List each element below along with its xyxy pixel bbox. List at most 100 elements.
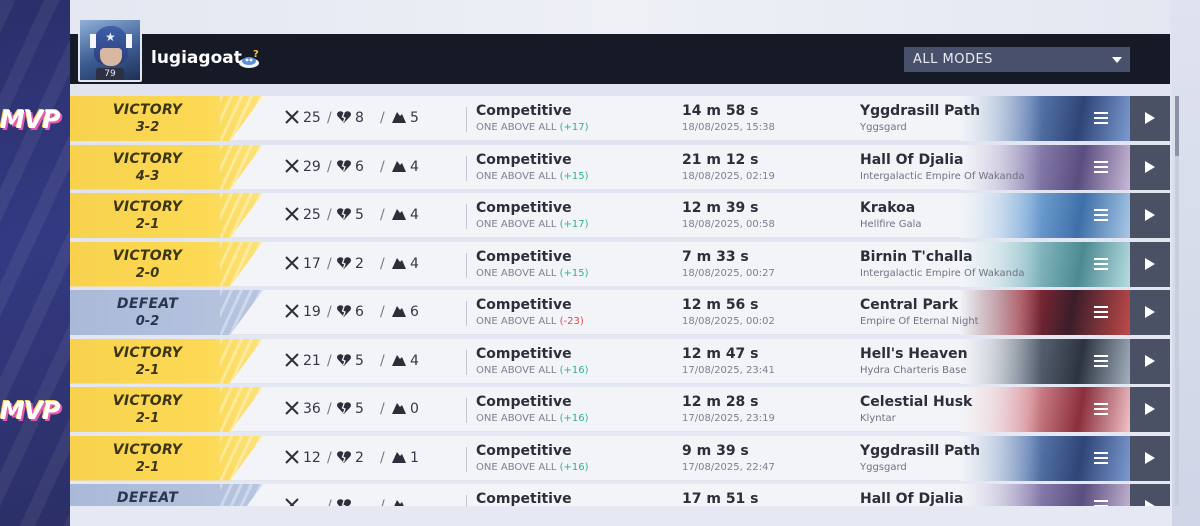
kills-stat: 25: [284, 110, 321, 126]
result-stripe: [220, 193, 263, 238]
rank-name: ONE ABOVE ALL: [476, 316, 557, 327]
kills-value: 19: [303, 304, 321, 320]
kills-stat: 17: [284, 256, 321, 272]
avatar-star-icon: ★: [105, 30, 116, 44]
mode-filter-dropdown[interactable]: ALL MODES: [904, 47, 1130, 72]
match-result-banner: VICTORY 2-1: [70, 435, 263, 481]
rank-info: ONE ABOVE ALL (+16): [476, 365, 588, 376]
stat-separator: /: [327, 207, 332, 223]
rank-info: ONE ABOVE ALL (+17): [476, 122, 588, 133]
play-icon: [1145, 354, 1155, 367]
match-row[interactable]: VICTORY 2-1 25 / 5 / 4 Competitive ONE ABOVE ALL…: [70, 193, 1170, 238]
background-left-stripes: [0, 0, 70, 526]
match-details-menu-icon[interactable]: [1094, 257, 1108, 270]
kills-stat: 25: [284, 207, 321, 223]
match-details-menu-icon[interactable]: [1094, 354, 1108, 367]
deaths-value: 5: [355, 352, 364, 369]
replay-button[interactable]: [1130, 241, 1170, 287]
assists-stat: 4: [391, 353, 419, 369]
match-result: VICTORY: [112, 150, 183, 167]
map-region: Hellfire Gala: [860, 219, 922, 230]
rating-change: (-23): [559, 316, 584, 327]
match-row[interactable]: VICTORY 2-1 36 / 5 / 0 Competitive ONE ABOVE ALL…: [70, 387, 1170, 432]
kills-icon: [284, 304, 303, 320]
match-details-menu-icon[interactable]: [1094, 160, 1108, 173]
result-stripe: [220, 484, 263, 506]
match-history-list[interactable]: VICTORY 3-2 25 / 8 / 5 Competitive ONE ABOVE ALL…: [70, 96, 1170, 506]
stat-separator: /: [327, 110, 332, 126]
column-divider: [466, 252, 467, 278]
result-stripe: [220, 290, 263, 335]
deaths-icon: [336, 304, 355, 320]
deaths-icon: [336, 256, 355, 272]
match-row[interactable]: DEFEAT / / Competitive 17 m 51 s Hall Of Dja…: [70, 484, 1170, 506]
scrollbar-thumb[interactable]: [1175, 96, 1179, 156]
assists-value: 4: [410, 207, 419, 223]
rating-change: (+15): [559, 170, 589, 182]
match-result-banner: VICTORY 3-2: [70, 96, 263, 141]
assists-icon: [391, 450, 410, 466]
match-mode: Competitive: [476, 297, 572, 313]
replay-button[interactable]: [1130, 435, 1170, 481]
assists-stat: 4: [391, 256, 419, 272]
match-result: VICTORY: [112, 199, 183, 215]
map-region: Intergalactic Empire Of Wakanda: [860, 170, 1025, 182]
deaths-icon: [336, 110, 355, 126]
map-region: Yggsgard: [860, 461, 907, 473]
match-result-banner: VICTORY 2-0: [70, 241, 263, 287]
scrollbar[interactable]: [1175, 96, 1179, 506]
rating-change: (+17): [559, 122, 589, 133]
match-row[interactable]: VICTORY 3-2 25 / 8 / 5 Competitive ONE ABOVE ALL…: [70, 96, 1170, 141]
play-icon: [1145, 160, 1155, 173]
kills-icon: [284, 207, 303, 223]
match-result: VICTORY: [112, 344, 183, 361]
match-row[interactable]: DEFEAT 0-2 19 / 6 / 6 Competitive ONE ABOVE ALL …: [70, 290, 1170, 335]
match-details-menu-icon[interactable]: [1094, 500, 1108, 506]
assists-value: 4: [410, 255, 419, 272]
match-row[interactable]: VICTORY 2-1 21 / 5 / 4 Competitive ONE ABOVE ALL…: [70, 338, 1170, 384]
player-avatar[interactable]: ★ 79: [78, 18, 142, 82]
assists-value: 4: [410, 158, 419, 175]
kills-value: 12: [303, 449, 321, 466]
match-result: VICTORY: [112, 393, 183, 409]
column-divider: [466, 495, 467, 506]
play-icon: [1145, 403, 1155, 415]
deaths-stat: 6: [336, 159, 364, 175]
match-result-banner: VICTORY 2-1: [70, 387, 263, 432]
replay-button[interactable]: [1130, 484, 1170, 506]
match-row[interactable]: VICTORY 2-0 17 / 2 / 4 Competitive ONE ABOVE ALL…: [70, 241, 1170, 287]
deaths-icon: [336, 159, 355, 175]
map-name: Hell's Heaven: [860, 345, 968, 362]
match-row[interactable]: VICTORY 4-3 29 / 6 / 4 Competitive ONE ABOVE ALL…: [70, 144, 1170, 190]
replay-button[interactable]: [1130, 338, 1170, 384]
rank-info: ONE ABOVE ALL (+17): [476, 219, 588, 230]
column-divider: [466, 398, 467, 423]
replay-button[interactable]: [1130, 96, 1170, 141]
assists-value: 6: [410, 304, 419, 320]
kills-stat: 19: [284, 304, 321, 320]
match-row[interactable]: VICTORY 2-1 12 / 2 / 1 Competitive ONE ABOVE ALL…: [70, 435, 1170, 481]
stat-separator: /: [327, 304, 332, 320]
column-divider: [466, 349, 467, 375]
match-details-menu-icon[interactable]: [1094, 451, 1108, 464]
background-top: [70, 0, 1170, 34]
match-details-menu-icon[interactable]: [1094, 209, 1108, 221]
replay-button[interactable]: [1130, 193, 1170, 238]
deaths-icon: [336, 207, 355, 223]
replay-button[interactable]: [1130, 387, 1170, 432]
stat-separator: /: [380, 110, 385, 126]
match-details-menu-icon[interactable]: [1094, 403, 1108, 415]
stat-separator: /: [380, 304, 385, 320]
match-details-menu-icon[interactable]: [1094, 306, 1108, 318]
kills-value: 25: [303, 207, 321, 223]
kills-stat: 21: [284, 353, 321, 369]
mvp-badge: MVP: [0, 396, 61, 425]
replay-button[interactable]: [1130, 290, 1170, 335]
rating-change: (+16): [559, 364, 589, 376]
deaths-value: 8: [355, 110, 364, 126]
replay-button[interactable]: [1130, 144, 1170, 190]
match-details-menu-icon[interactable]: [1094, 112, 1108, 124]
stat-separator: /: [380, 449, 385, 466]
svg-text:?: ?: [253, 49, 259, 60]
deaths-value: 6: [355, 304, 364, 320]
